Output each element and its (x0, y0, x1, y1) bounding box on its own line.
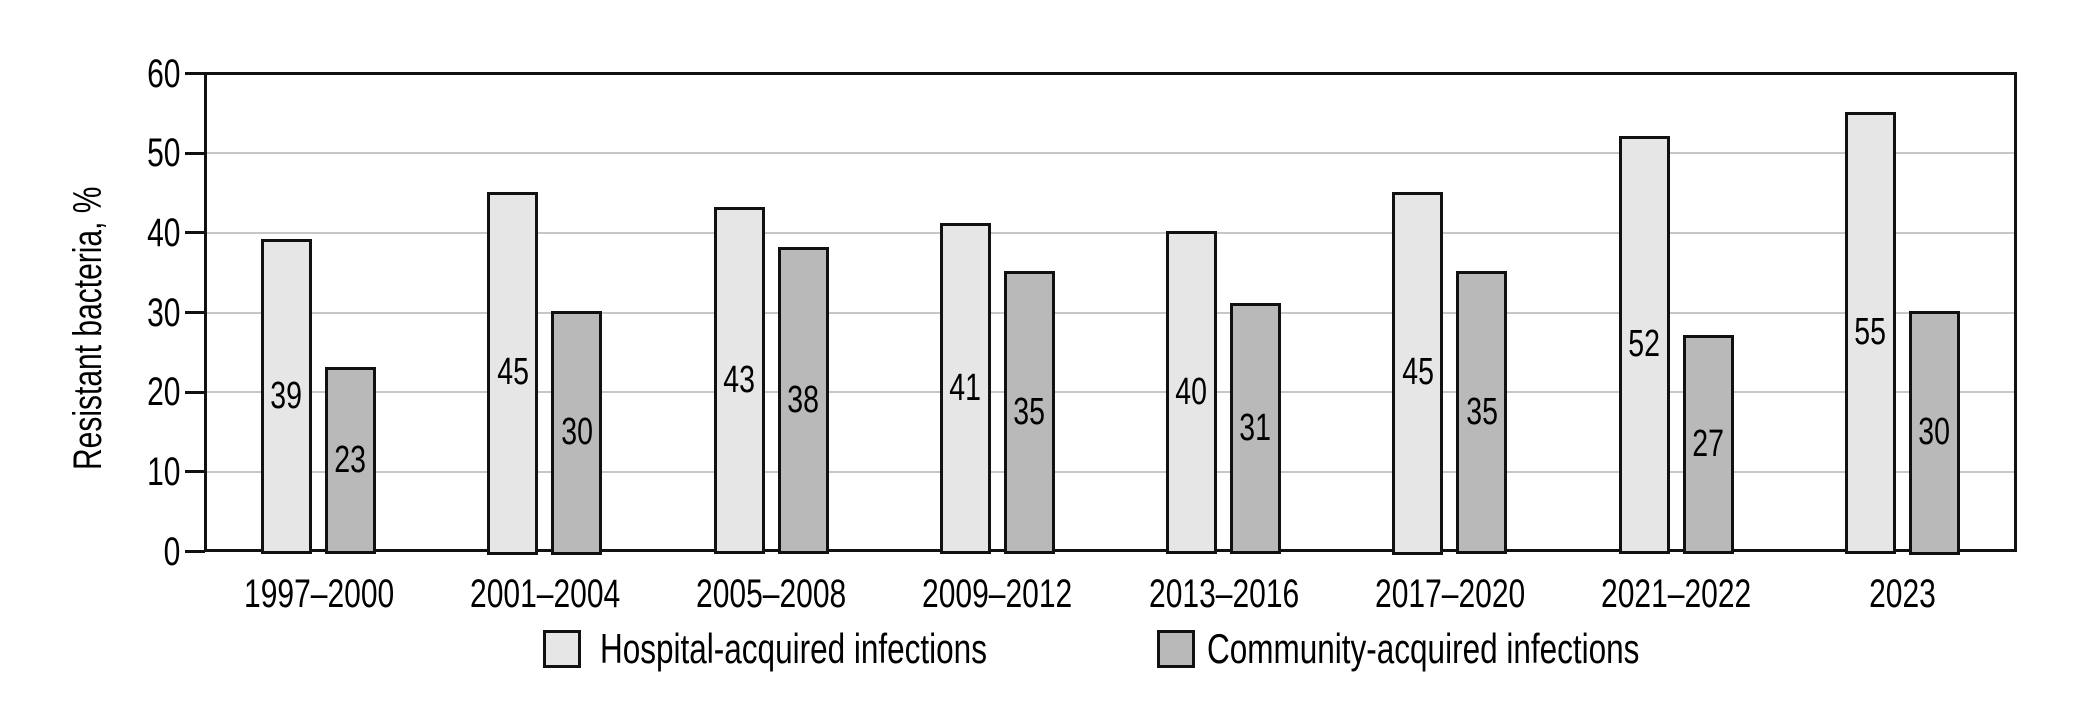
bar-hospital (487, 191, 539, 555)
bar-value-label: 38 (787, 379, 819, 422)
legend-label-community: Community-acquired infections (1207, 625, 1640, 672)
legend-swatch-community (1157, 630, 1195, 668)
bar-value-label: 43 (723, 359, 755, 402)
bar-hospital (939, 223, 991, 555)
x-category-label: 2017–2020 (1374, 572, 1525, 616)
bar-value-label: 31 (1239, 407, 1272, 450)
legend-swatch-hospital (543, 630, 581, 668)
x-category-label: 2005–2008 (696, 572, 847, 616)
bar-value-label: 45 (497, 351, 529, 394)
bar-value-label: 52 (1628, 323, 1660, 366)
y-tick-label: 0 (163, 529, 180, 574)
bar-value-label: 35 (1466, 391, 1498, 434)
bar-value-label: 41 (949, 367, 982, 410)
bar-community (1908, 311, 1960, 555)
gridline (207, 470, 2014, 473)
bar-value-label: 23 (334, 438, 367, 481)
bar-hospital (1618, 135, 1670, 555)
bar-community (325, 366, 377, 555)
x-category-label: 1997–2000 (243, 572, 394, 616)
bar-hospital (713, 207, 765, 555)
bar-value-label: 27 (1692, 422, 1724, 465)
legend-label-hospital: Hospital-acquired infections (600, 625, 987, 672)
bar-value-label: 40 (1175, 371, 1208, 414)
gridline (207, 391, 2014, 394)
bar-value-label: 30 (1918, 411, 1951, 453)
y-tick-label: 60 (146, 51, 180, 96)
y-axis-tick (185, 390, 205, 394)
bar-hospital (1844, 111, 1896, 555)
bar-community (777, 247, 829, 555)
bar-value-label: 30 (561, 411, 593, 453)
x-category-label: 2023 (1868, 572, 1936, 616)
y-tick-label: 40 (146, 210, 180, 255)
gridline (207, 231, 2014, 234)
gridline (207, 311, 2014, 314)
bar-value-label: 35 (1013, 391, 1046, 434)
x-category-label: 2021–2022 (1601, 572, 1752, 616)
y-axis-tick (185, 311, 205, 314)
y-tick-label: 10 (146, 449, 180, 494)
bar-community (1456, 271, 1508, 555)
y-axis-tick (185, 550, 205, 553)
y-axis-tick (185, 231, 205, 235)
bar-value-label: 45 (1402, 351, 1434, 394)
bar-community (1003, 271, 1055, 555)
bar-community (1230, 303, 1282, 555)
y-axis-tick (185, 151, 205, 155)
bar-value-label: 39 (270, 375, 303, 418)
x-category-label: 2001–2004 (469, 572, 620, 616)
y-tick-label: 50 (146, 131, 180, 176)
y-axis-tick (185, 72, 205, 75)
bar-community (551, 311, 603, 555)
bar-community (1682, 334, 1734, 555)
bar-hospital (1392, 191, 1444, 555)
y-tick-label: 30 (146, 290, 180, 335)
y-axis-tick (185, 470, 205, 474)
x-category-label: 2009–2012 (922, 572, 1073, 616)
bar-hospital (1166, 231, 1218, 555)
bar-hospital (261, 239, 313, 555)
x-category-label: 2013–2016 (1148, 572, 1299, 616)
plot-area (204, 72, 2017, 552)
gridline (207, 152, 2014, 155)
bar-value-label: 55 (1854, 311, 1887, 354)
y-tick-label: 20 (146, 370, 180, 415)
